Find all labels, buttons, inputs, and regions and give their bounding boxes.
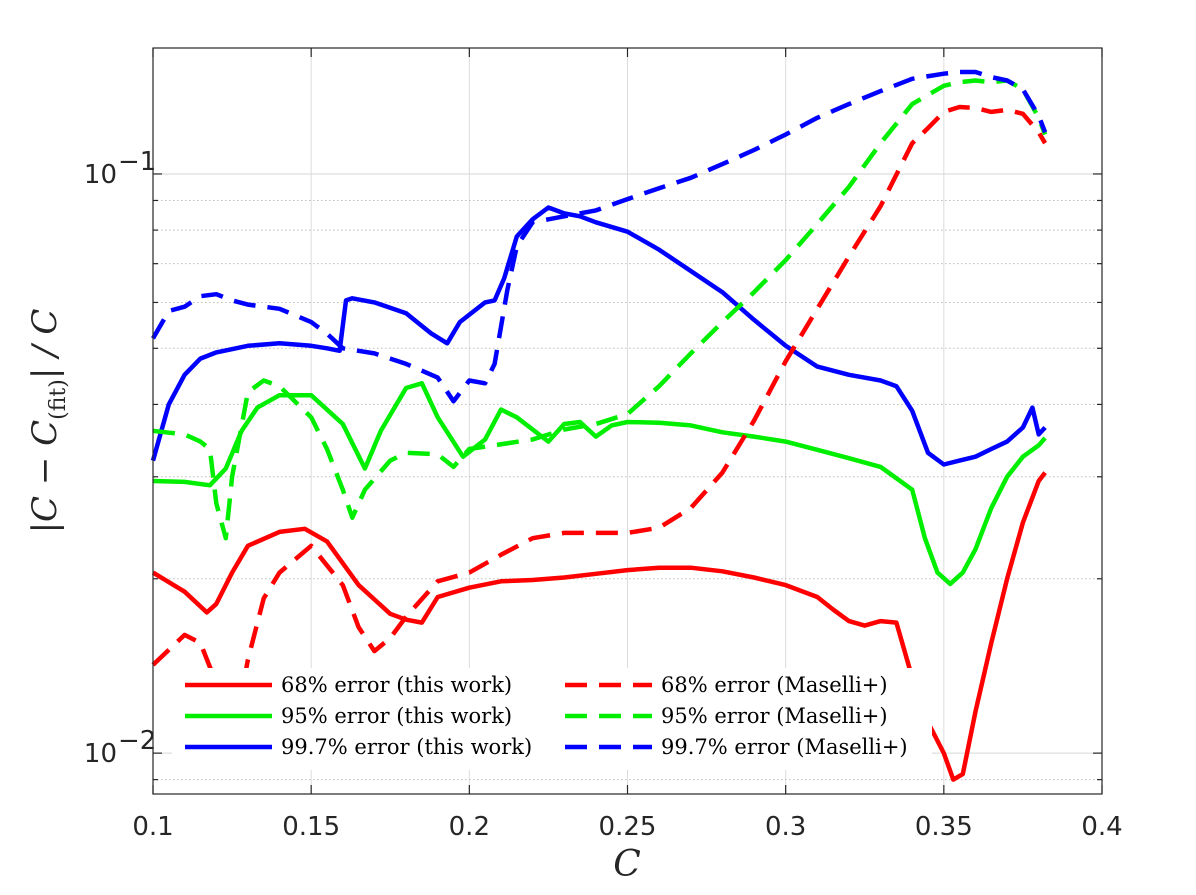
y-tick-label-exponent: −1 [118, 147, 156, 177]
series-group [150, 69, 1048, 782]
x-tick-label: 0.35 [915, 812, 973, 842]
x-tick-label: 0.15 [282, 812, 340, 842]
ticks [152, 48, 1103, 794]
legend: 68% error (this work) 95% error (this wor… [172, 668, 932, 770]
y-axis-title-subscript: (fit) [46, 379, 71, 420]
series-line-6 [151, 69, 1048, 404]
tick-labels: 0.1 0.15 0.2 0.25 0.3 0.35 0.410−210−1 [84, 147, 1123, 842]
legend-label: 99.7% error (this work) [281, 735, 532, 759]
legend-label: 68% error (Maselli+) [661, 673, 888, 697]
legend-label: 68% error (this work) [281, 673, 512, 697]
x-tick-label: 0.3 [765, 812, 806, 842]
y-tick-label-exponent: −2 [118, 726, 156, 756]
series-line-2 [152, 381, 1047, 587]
legend-label: 95% error (Maselli+) [661, 704, 888, 728]
series-line-3 [150, 205, 1047, 467]
legend-label: 95% error (this work) [281, 704, 512, 728]
y-axis-title: |C − C(fit)| / C [25, 309, 71, 534]
series-line-4 [151, 104, 1048, 732]
x-axis-title: C [613, 844, 641, 885]
y-tick-label: 10 [84, 739, 117, 769]
x-tick-label: 0.1 [132, 812, 173, 842]
legend-box [172, 668, 932, 770]
series-line-1 [151, 471, 1047, 782]
y-axis-title-tail: | / C [25, 309, 65, 380]
series-line-5 [152, 78, 1048, 541]
y-tick-label: 10 [84, 160, 117, 190]
x-tick-label: 0.25 [599, 812, 657, 842]
y-axis-title-main: |C − C [25, 420, 65, 534]
x-tick-label: 0.4 [1081, 812, 1122, 842]
legend-label: 99.7% error (Maselli+) [661, 735, 908, 759]
x-tick-label: 0.2 [449, 812, 490, 842]
